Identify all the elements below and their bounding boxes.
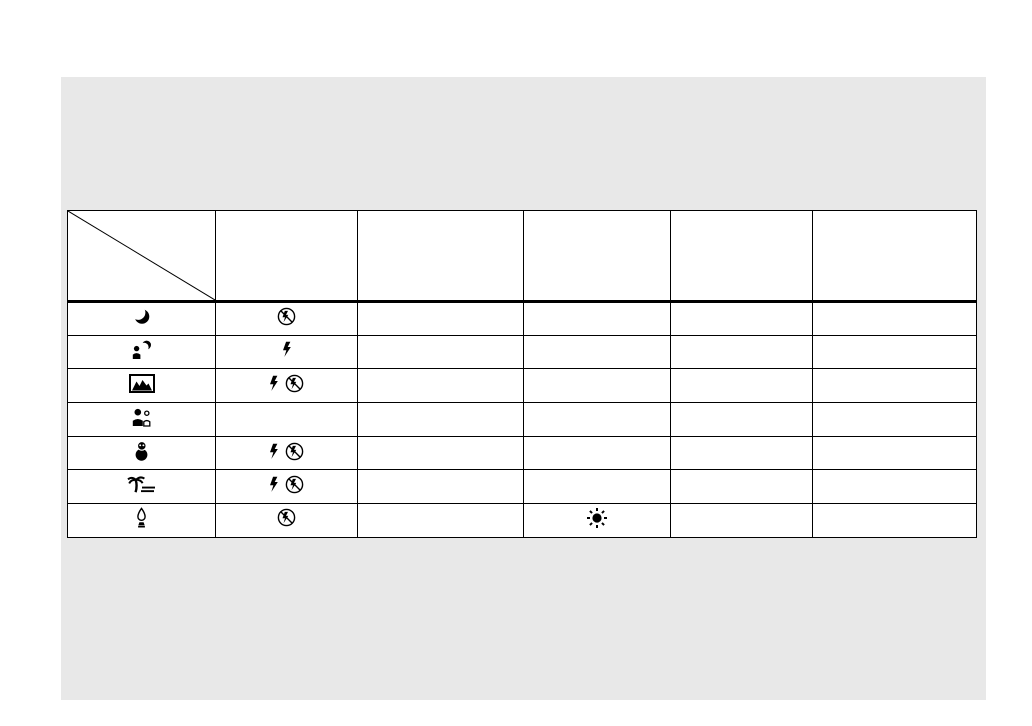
cell-soft-snap-col1 bbox=[215, 402, 358, 437]
diagonal-slash-icon bbox=[68, 211, 215, 300]
icon-group bbox=[277, 307, 296, 326]
cell-landscape-col0 bbox=[67, 368, 216, 404]
cell-snow-col5 bbox=[812, 435, 977, 471]
cell-twilight-portrait-col0 bbox=[67, 334, 216, 370]
flash-off-icon bbox=[285, 442, 304, 461]
icon-group bbox=[131, 407, 153, 427]
scene-mode-flash-table bbox=[67, 210, 977, 538]
cell-landscape-col5 bbox=[812, 368, 977, 404]
icon-group bbox=[134, 308, 150, 325]
cell-snow-col2 bbox=[357, 435, 524, 471]
icon-group bbox=[126, 475, 157, 493]
cell-beach-col2 bbox=[357, 469, 524, 505]
header-cell-2 bbox=[357, 210, 524, 303]
header-cell-1 bbox=[215, 210, 358, 303]
flash-off-icon bbox=[277, 508, 296, 527]
sun-icon bbox=[586, 507, 608, 529]
icon-group bbox=[282, 341, 292, 358]
table-row-candle bbox=[67, 503, 977, 538]
cell-snow-col1 bbox=[215, 435, 358, 471]
cell-soft-snap-col2 bbox=[357, 402, 524, 437]
table-row-soft-snap bbox=[67, 402, 977, 437]
cell-beach-col4 bbox=[670, 469, 813, 505]
cell-candle-col1 bbox=[215, 503, 358, 538]
flash-on-icon bbox=[269, 375, 279, 392]
cell-snow-col3 bbox=[523, 435, 671, 471]
cell-twilight-col5 bbox=[812, 301, 977, 336]
flash-on-icon bbox=[269, 443, 279, 460]
cell-twilight-portrait-col2 bbox=[357, 334, 524, 370]
table-row-twilight bbox=[67, 301, 977, 336]
icon-group bbox=[277, 508, 296, 527]
cell-beach-col1 bbox=[215, 469, 358, 505]
soft-snap-icon bbox=[131, 407, 153, 427]
cell-candle-col2 bbox=[357, 503, 524, 538]
snow-icon bbox=[133, 440, 150, 461]
flash-off-icon bbox=[285, 374, 304, 393]
cell-soft-snap-col3 bbox=[523, 402, 671, 437]
flash-on-icon bbox=[282, 341, 292, 358]
cell-twilight-col4 bbox=[670, 301, 813, 336]
icon-group bbox=[269, 442, 304, 461]
header-corner-cell bbox=[67, 210, 216, 303]
table-row-twilight-portrait bbox=[67, 334, 977, 370]
cell-beach-col0 bbox=[67, 469, 216, 505]
cell-twilight-portrait-col5 bbox=[812, 334, 977, 370]
cell-snow-col0 bbox=[67, 435, 216, 471]
cell-candle-col5 bbox=[812, 503, 977, 538]
icon-group bbox=[269, 475, 304, 494]
cell-candle-col0 bbox=[67, 503, 216, 538]
cell-soft-snap-col0 bbox=[67, 402, 216, 437]
beach-icon bbox=[126, 475, 157, 493]
cell-candle-col3 bbox=[523, 503, 671, 538]
cell-landscape-col1 bbox=[215, 368, 358, 404]
twilight-portrait-icon bbox=[131, 340, 152, 360]
flash-off-icon bbox=[285, 475, 304, 494]
table-row-landscape bbox=[67, 368, 977, 404]
cell-landscape-col2 bbox=[357, 368, 524, 404]
cell-twilight-portrait-col4 bbox=[670, 334, 813, 370]
icon-group bbox=[135, 507, 148, 528]
cell-twilight-col1 bbox=[215, 301, 358, 336]
icon-group bbox=[269, 374, 304, 393]
header-cell-3 bbox=[523, 210, 671, 303]
icon-group bbox=[586, 507, 608, 529]
icon-group bbox=[131, 340, 152, 360]
cell-beach-col5 bbox=[812, 469, 977, 505]
cell-snow-col4 bbox=[670, 435, 813, 471]
header-cell-4 bbox=[670, 210, 813, 303]
icon-group bbox=[128, 373, 155, 393]
flash-off-icon bbox=[277, 307, 296, 326]
table-header-row bbox=[67, 210, 977, 303]
table-row-snow bbox=[67, 435, 977, 471]
candle-icon bbox=[135, 507, 148, 528]
cell-twilight-col0 bbox=[67, 301, 216, 336]
cell-beach-col3 bbox=[523, 469, 671, 505]
icon-group bbox=[133, 440, 150, 461]
cell-candle-col4 bbox=[670, 503, 813, 538]
cell-landscape-col3 bbox=[523, 368, 671, 404]
table-row-beach bbox=[67, 469, 977, 505]
cell-twilight-col3 bbox=[523, 301, 671, 336]
landscape-icon bbox=[128, 373, 155, 393]
cell-twilight-portrait-col3 bbox=[523, 334, 671, 370]
cell-twilight-col2 bbox=[357, 301, 524, 336]
twilight-moon-icon bbox=[134, 308, 150, 325]
flash-on-icon bbox=[269, 476, 279, 493]
cell-soft-snap-col5 bbox=[812, 402, 977, 437]
header-cell-5 bbox=[812, 210, 977, 303]
cell-landscape-col4 bbox=[670, 368, 813, 404]
cell-twilight-portrait-col1 bbox=[215, 334, 358, 370]
cell-soft-snap-col4 bbox=[670, 402, 813, 437]
